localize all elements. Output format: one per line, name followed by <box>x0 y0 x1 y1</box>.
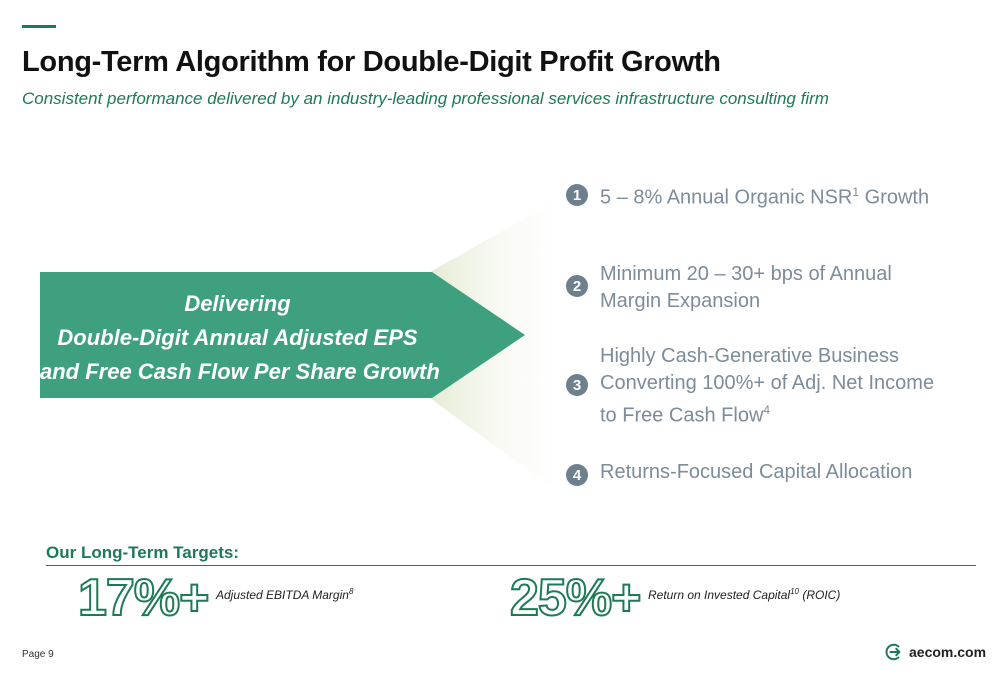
title-accent-line <box>22 25 56 28</box>
aecom-logo: aecom.com <box>885 643 986 661</box>
step-1: 1 5 – 8% Annual Organic NSR1 Growth <box>566 179 950 212</box>
step-2-text: Minimum 20 – 30+ bps of Annual Margin Ex… <box>600 263 892 312</box>
target-roic-label: Return on Invested Capital10 (ROIC) <box>648 587 841 602</box>
step-1-badge: 1 <box>566 184 588 206</box>
step-3-text: Highly Cash-Generative Business Converti… <box>600 345 935 427</box>
step-3-badge: 3 <box>566 374 588 396</box>
aecom-arrow-circle-icon <box>885 643 901 661</box>
page-subtitle: Consistent performance delivered by an i… <box>22 89 829 108</box>
target-roic-value: 25%+ <box>509 569 642 627</box>
step-4-badge: 4 <box>566 464 588 486</box>
arrow-line-3: and Free Cash Flow Per Share Growth <box>40 359 440 384</box>
fan-highlight <box>430 190 575 505</box>
logo-text: aecom.com <box>909 644 987 660</box>
step-4: 4 Returns-Focused Capital Allocation <box>566 459 950 486</box>
step-4-text: Returns-Focused Capital Allocation <box>600 461 913 483</box>
arrow-line-2: Double-Digit Annual Adjusted EPS <box>57 325 418 350</box>
step-3: 3 Highly Cash-Generative Business Conver… <box>566 343 950 430</box>
target-ebitda-label: Adjusted EBITDA Margin8 <box>216 587 354 602</box>
page-title: Long-Term Algorithm for Double-Digit Pro… <box>22 46 721 78</box>
target-ebitda-value: 17%+ <box>77 569 210 627</box>
arrow-label: Delivering Double-Digit Annual Adjusted … <box>40 287 440 389</box>
step-2: 2 Minimum 20 – 30+ bps of Annual Margin … <box>566 261 950 315</box>
targets-heading: Our Long-Term Targets: <box>46 543 239 562</box>
targets-divider <box>46 565 976 566</box>
step-2-badge: 2 <box>566 275 588 297</box>
step-1-text: 5 – 8% Annual Organic NSR1 Growth <box>600 185 930 209</box>
page-number: Page 9 <box>22 649 54 660</box>
arrow-line-1: Delivering <box>184 291 291 316</box>
